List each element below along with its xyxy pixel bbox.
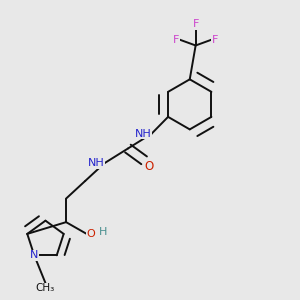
Text: NH: NH bbox=[135, 129, 152, 139]
Text: NH: NH bbox=[88, 158, 104, 168]
Text: H: H bbox=[99, 226, 107, 237]
Text: N: N bbox=[30, 250, 38, 260]
Text: F: F bbox=[173, 34, 179, 45]
Text: F: F bbox=[193, 19, 199, 29]
Text: F: F bbox=[212, 34, 218, 45]
Text: CH₃: CH₃ bbox=[36, 283, 55, 293]
Text: O: O bbox=[144, 160, 153, 173]
Text: O: O bbox=[87, 229, 95, 239]
